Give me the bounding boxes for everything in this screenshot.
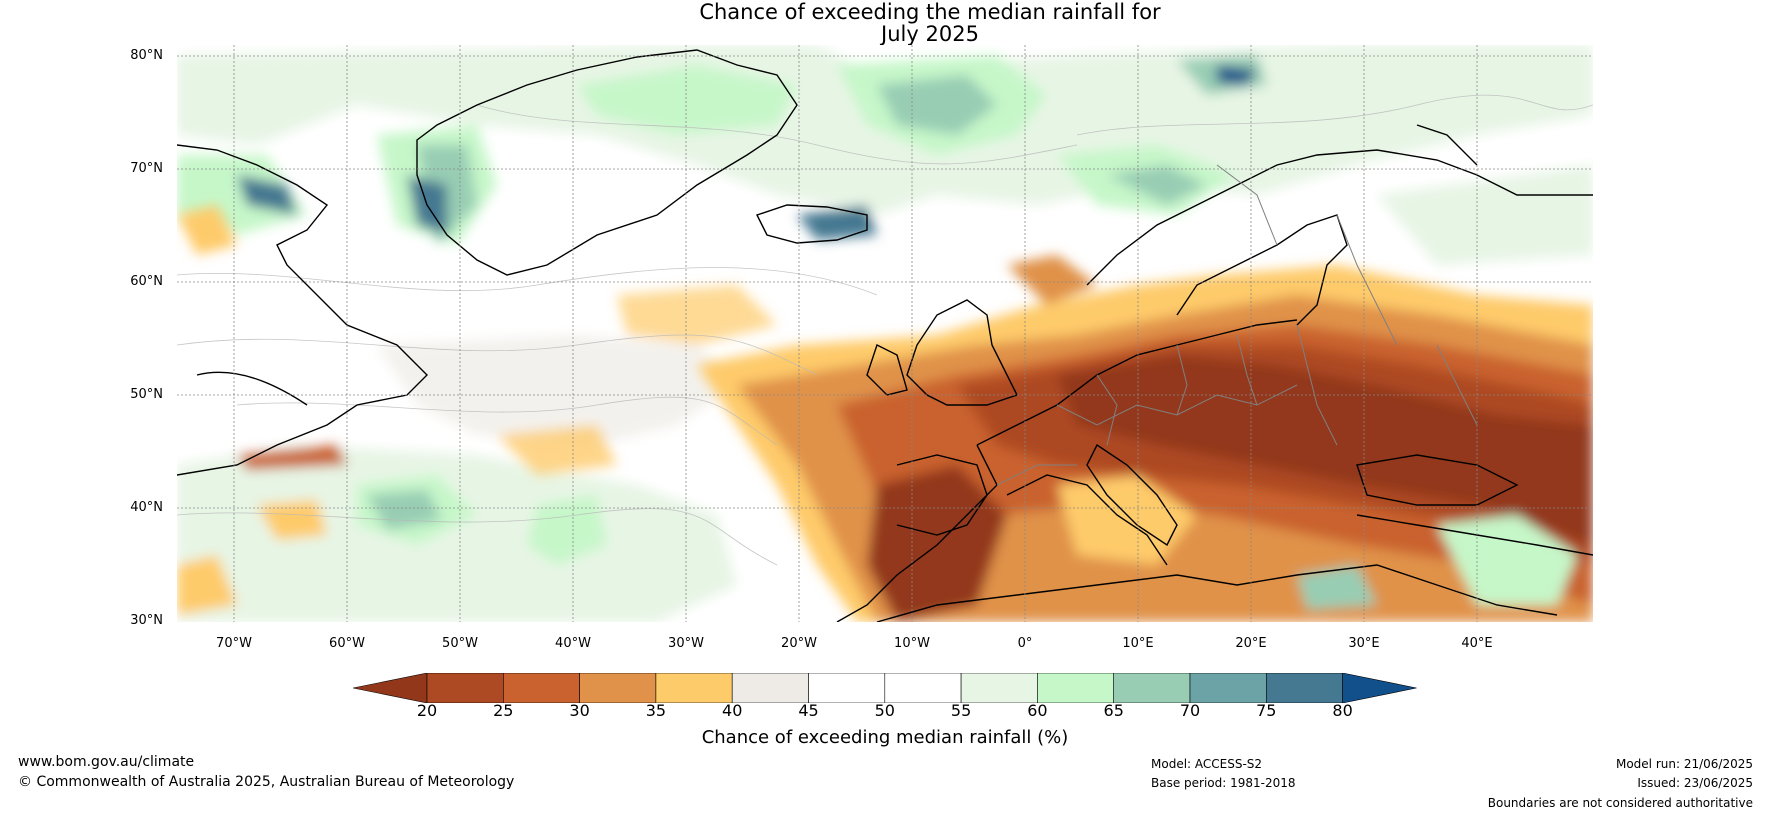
lon-label-20w: 20°W xyxy=(781,636,817,651)
colorbar-tick-label: 50 xyxy=(874,701,895,720)
lon-label-30w: 30°W xyxy=(668,636,704,651)
colorbar-tick-label: 60 xyxy=(1027,701,1048,720)
footer-model: Model: ACCESS-S2 xyxy=(1151,757,1263,771)
lon-label-70w: 70°W xyxy=(216,636,252,651)
colorbar-segment-50-55 xyxy=(884,673,962,703)
footer-base-period: Base period: 1981-2018 xyxy=(1151,776,1296,790)
map-title-line2: July 2025 xyxy=(881,22,979,46)
colorbar-segment-55-60 xyxy=(960,673,1038,703)
map-title-line1: Chance of exceeding the median rainfall … xyxy=(699,0,1161,24)
lon-label-40w: 40°W xyxy=(555,636,591,651)
colorbar-segment-35-40 xyxy=(655,673,733,703)
footer-model-run: Model run: 21/06/2025 xyxy=(1615,757,1753,771)
lon-label-40e: 40°E xyxy=(1461,636,1493,651)
colorbar-segment-30-35 xyxy=(579,673,657,703)
colorbar-tick-label: 40 xyxy=(722,701,743,720)
colorbar-tick-label: 20 xyxy=(416,701,438,720)
colorbar-segment-60-65 xyxy=(1037,673,1115,703)
contour-lines xyxy=(177,94,1593,566)
lon-label-30e: 30°E xyxy=(1348,636,1380,651)
footer-copyright: © Commonwealth of Australia 2025, Austra… xyxy=(18,774,515,790)
colorbar-tick-label: 30 xyxy=(569,701,590,720)
lat-label-60n: 60°N xyxy=(130,274,163,289)
lon-label-60w: 60°W xyxy=(329,636,365,651)
colorbar-tick-label: 45 xyxy=(798,701,819,720)
footer-issued: Issued: 23/06/2025 xyxy=(1637,776,1753,790)
footer-website: www.bom.gov.au/climate xyxy=(18,754,195,770)
lat-label-50n: 50°N xyxy=(130,387,163,402)
coastlines xyxy=(177,49,1593,622)
lon-label-10e: 10°E xyxy=(1122,636,1154,651)
colorbar xyxy=(353,673,1417,703)
lon-label-20e: 20°E xyxy=(1235,636,1267,651)
colorbar-segment-65-70 xyxy=(1113,673,1191,703)
colorbar-segment-20-25 xyxy=(426,673,504,703)
colorbar-label: Chance of exceeding median rainfall (%) xyxy=(701,727,1069,748)
colorbar-tick-label: 25 xyxy=(493,701,514,720)
colorbar-tick-label: 80 xyxy=(1332,701,1353,720)
wet-anomaly-north xyxy=(177,45,1593,265)
colorbar-tick-label: 75 xyxy=(1256,701,1277,720)
map-canvas xyxy=(177,45,1593,622)
graticule xyxy=(177,45,1593,622)
neutral-band xyxy=(377,285,777,475)
lat-label-70n: 70°N xyxy=(130,161,163,176)
colorbar-tick-label: 70 xyxy=(1179,701,1201,720)
footer-boundaries-note: Boundaries are not considered authoritat… xyxy=(1487,796,1753,810)
lat-label-40n: 40°N xyxy=(130,500,163,515)
wet-anomaly-south-atlantic xyxy=(177,445,737,622)
country-borders xyxy=(996,164,1478,486)
colorbar-extend-low xyxy=(353,673,428,703)
colorbar-segment-45-50 xyxy=(808,673,886,703)
lat-label-30n: 30°N xyxy=(130,613,163,628)
colorbar-segment-25-30 xyxy=(503,673,580,703)
colorbar-tick-label: 55 xyxy=(950,701,972,720)
colorbar-tick-label: 65 xyxy=(1103,701,1124,720)
colorbar-segment-40-45 xyxy=(731,673,809,703)
rainfall-map xyxy=(177,45,1593,622)
colorbar-segment-70-75 xyxy=(1189,673,1267,703)
colorbar-segment-75-80 xyxy=(1265,673,1343,703)
colorbar-extend-high xyxy=(1342,673,1417,703)
lon-label-50w: 50°W xyxy=(442,636,478,651)
lat-label-80n: 80°N xyxy=(130,48,163,63)
lon-label-0: 0° xyxy=(1017,636,1033,651)
lon-label-10w: 10°W xyxy=(894,636,930,651)
colorbar-tick-label: 35 xyxy=(645,701,667,720)
